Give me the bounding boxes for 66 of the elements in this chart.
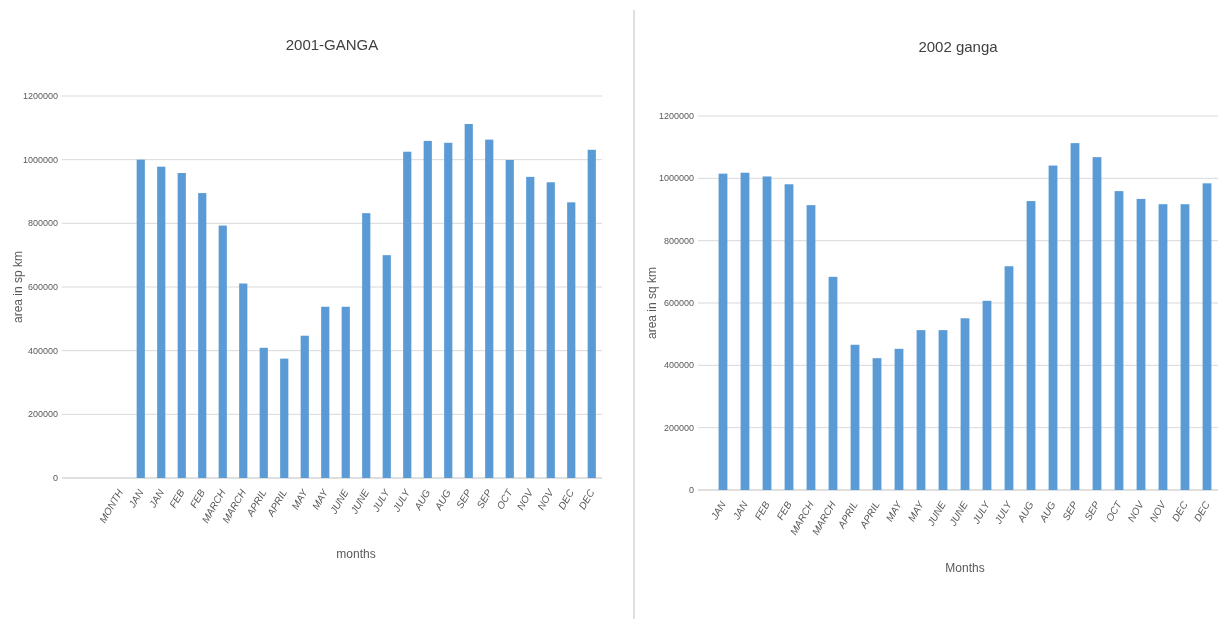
y-tick-label: 400000 <box>663 360 694 371</box>
bar <box>423 140 432 478</box>
y-tick-label: 200000 <box>663 422 694 433</box>
bar <box>894 348 904 490</box>
bar <box>321 306 330 478</box>
bar <box>1158 204 1168 490</box>
bar <box>718 173 728 490</box>
bar <box>828 276 838 490</box>
bar <box>872 358 882 490</box>
y-tick-label: 1000000 <box>658 173 694 184</box>
bar <box>567 202 576 478</box>
chart-title: 2001-GANGA <box>285 36 379 53</box>
x-axis-title: months <box>336 547 376 561</box>
y-tick-label: 0 <box>52 473 58 483</box>
bar <box>1180 204 1190 490</box>
bar <box>806 205 816 490</box>
bar <box>198 193 207 478</box>
bar <box>362 213 371 478</box>
bar <box>218 225 227 478</box>
bar <box>300 335 309 478</box>
bar <box>526 176 535 478</box>
bar <box>587 149 596 478</box>
y-axis-title: area in sp km <box>11 250 25 324</box>
bar <box>1202 183 1212 490</box>
bar <box>960 318 970 490</box>
bar <box>1004 266 1014 490</box>
bar <box>938 330 948 490</box>
bar <box>239 283 248 478</box>
bar <box>505 159 514 478</box>
y-tick-label: 800000 <box>663 235 694 246</box>
y-tick-label: 800000 <box>27 218 58 229</box>
bar <box>1092 157 1102 490</box>
bar <box>784 184 794 490</box>
bar <box>762 176 772 490</box>
y-tick-label: 1200000 <box>658 111 694 121</box>
bar <box>341 306 350 478</box>
bar <box>1070 143 1080 490</box>
y-tick-label: 200000 <box>27 409 58 420</box>
bar <box>464 124 473 478</box>
chart-title: 2002 ganga <box>918 38 999 55</box>
bar <box>444 142 453 478</box>
bar <box>740 172 750 490</box>
y-tick-label: 400000 <box>27 345 58 356</box>
bar <box>546 182 555 478</box>
bar <box>982 300 992 490</box>
bar <box>157 166 166 478</box>
y-tick-label: 600000 <box>663 298 694 308</box>
bar <box>177 173 186 478</box>
y-tick-label: 0 <box>688 485 694 495</box>
bar <box>382 255 391 478</box>
bar <box>403 151 412 478</box>
bar <box>259 347 268 478</box>
bar <box>136 159 145 478</box>
y-tick-label: 600000 <box>27 282 58 292</box>
bar <box>1048 165 1058 490</box>
bar <box>1026 201 1036 490</box>
bar <box>280 358 289 478</box>
bar <box>1114 191 1124 490</box>
y-tick-label: 1200000 <box>22 91 58 101</box>
y-tick-label: 1000000 <box>22 154 58 165</box>
bar <box>850 344 860 490</box>
x-axis-title: Months <box>945 561 985 575</box>
bar <box>485 139 494 478</box>
y-axis-title: area in sq km <box>645 266 659 340</box>
bar <box>1136 198 1146 490</box>
bar <box>916 330 926 490</box>
